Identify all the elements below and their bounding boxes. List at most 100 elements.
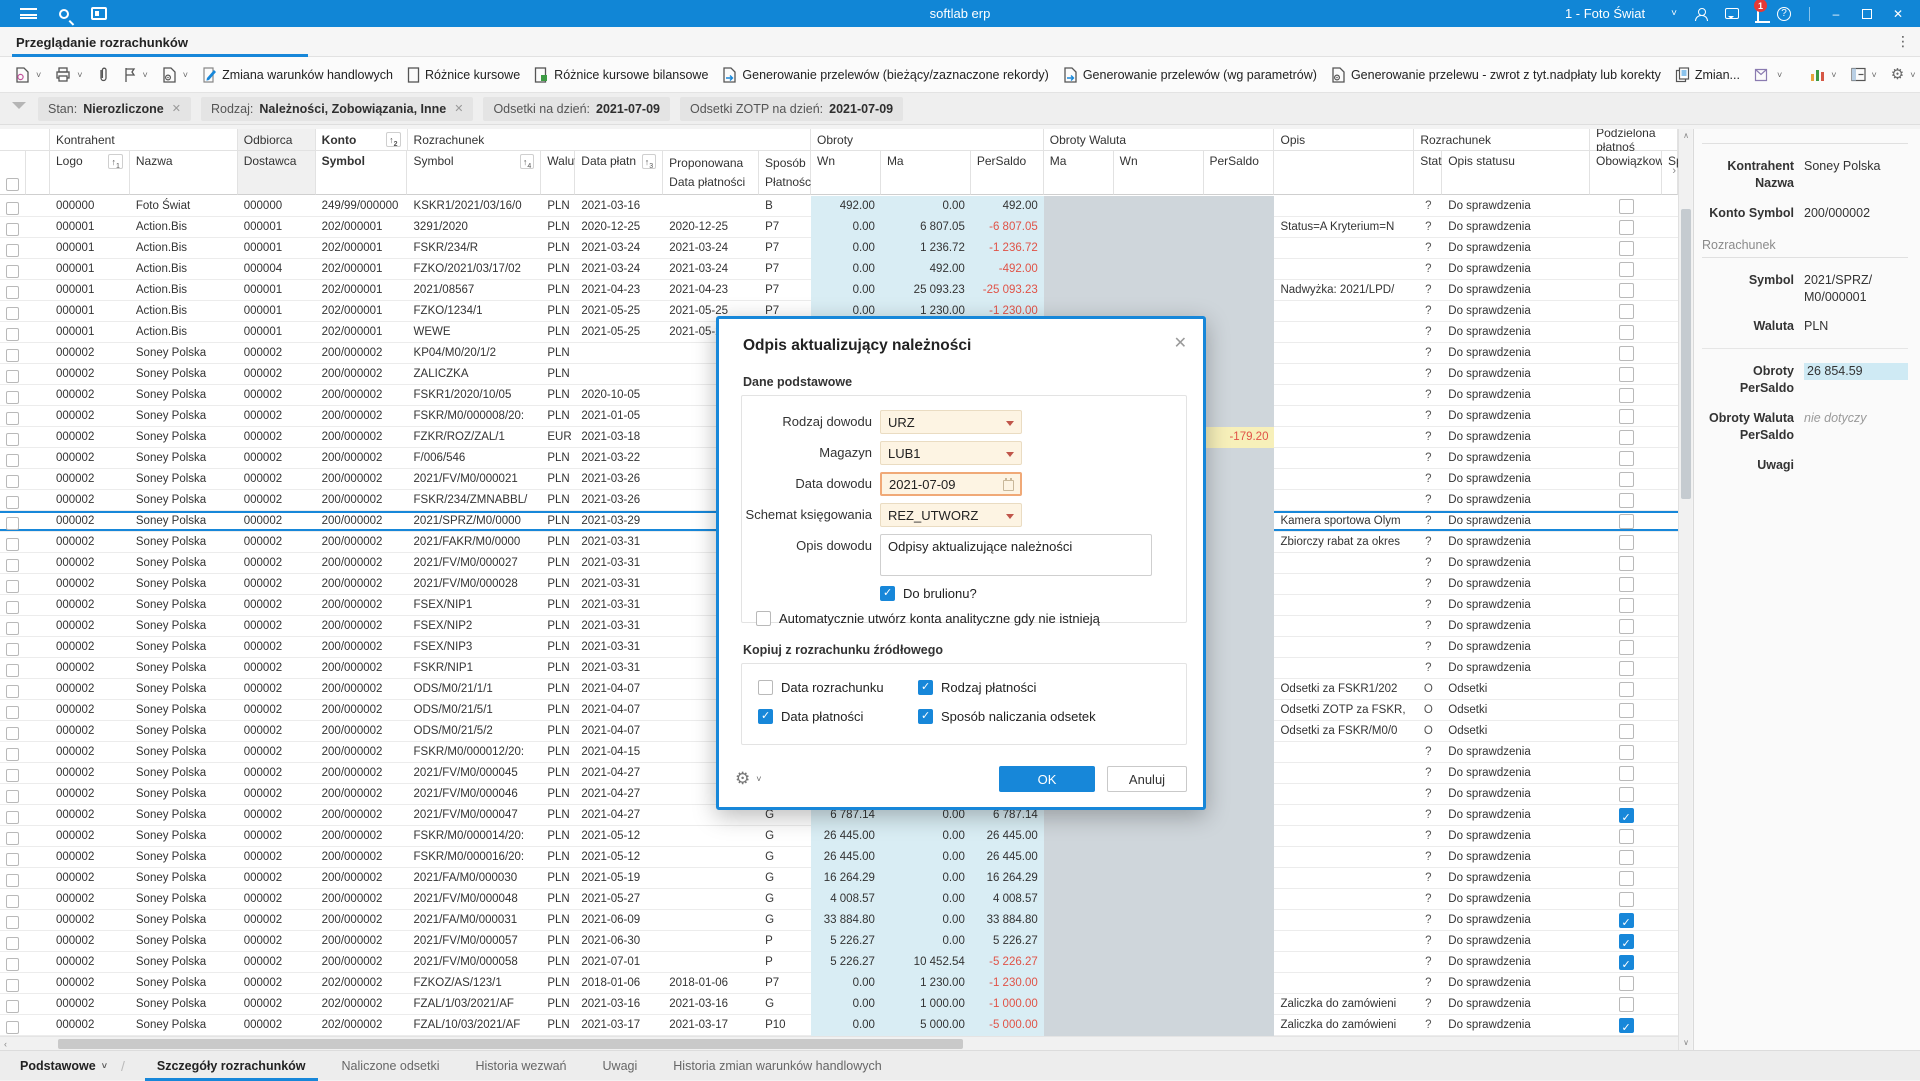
change-trade-terms-button[interactable]: Zmiana warunków handlowych — [197, 63, 398, 87]
context-selector[interactable]: 1 - Foto Świat ˅ — [1565, 6, 1677, 21]
gear-icon[interactable]: ⚙ — [735, 769, 751, 788]
split-payment-checkbox[interactable] — [1618, 576, 1634, 592]
column-header-opisstat[interactable]: Opis statusu — [1442, 151, 1590, 195]
column-header-sposob[interactable]: Sposób Płatności — [759, 151, 814, 195]
split-payment-checkbox[interactable] — [1618, 933, 1634, 952]
exchange-differences-button[interactable]: Różnice kursowe — [402, 63, 525, 87]
vertical-scrollbar-thumb[interactable] — [1681, 209, 1691, 499]
minimize-button[interactable]: – — [1832, 6, 1840, 21]
column-header-wn[interactable]: Wn — [811, 151, 881, 195]
checkbox-box[interactable] — [918, 680, 933, 695]
row-checkbox[interactable] — [6, 915, 19, 929]
column-header-stat[interactable]: Statu — [1414, 151, 1448, 195]
row-checkbox[interactable] — [6, 495, 19, 509]
table-row[interactable]: 000002 Soney Polska 000002 200/000002 2021/F… — [0, 909, 1678, 931]
column-header-ps[interactable]: PerSaldo — [970, 151, 1044, 195]
row-checkbox[interactable] — [6, 453, 19, 467]
split-payment-checkbox[interactable] — [1618, 1017, 1634, 1036]
column-header-nazwa[interactable]: Nazwa — [129, 151, 238, 195]
column-header-obow[interactable]: Obowiązkowa — [1589, 151, 1671, 195]
split-payment-checkbox[interactable] — [1618, 807, 1634, 826]
row-checkbox[interactable] — [6, 201, 19, 215]
row-checkbox[interactable] — [6, 957, 19, 971]
split-payment-checkbox[interactable] — [1618, 303, 1634, 319]
split-payment-checkbox[interactable] — [1618, 345, 1634, 361]
row-checkbox[interactable] — [6, 663, 19, 677]
split-payment-checkbox[interactable] — [1618, 366, 1634, 382]
table-row[interactable]: 000002 Soney Polska 000002 202/000002 FZKOZ/… — [0, 972, 1678, 994]
select-all-checkbox[interactable] — [6, 178, 19, 191]
user-icon[interactable] — [1695, 7, 1708, 21]
checkbox-data-rozrachunku[interactable]: Data rozrachunku — [758, 680, 918, 695]
row-checkbox[interactable] — [6, 243, 19, 257]
group-header-opis[interactable]: Opis — [1274, 129, 1415, 151]
table-row[interactable]: 000002 Soney Polska 000002 200/000002 2021/F… — [0, 951, 1678, 973]
help-icon[interactable]: ? — [1777, 6, 1791, 21]
more-columns-icon[interactable]: › — [1672, 165, 1676, 177]
restore-button[interactable] — [1862, 8, 1872, 19]
split-payment-checkbox[interactable] — [1618, 660, 1634, 676]
split-payment-checkbox[interactable] — [1618, 450, 1634, 466]
print-button[interactable]: ˅ — [50, 63, 87, 86]
split-payment-checkbox[interactable] — [1618, 786, 1634, 802]
group-header-obroty-waluta[interactable]: Obroty Waluta — [1043, 129, 1275, 151]
group-header-rozrachunek[interactable]: Rozrachunek — [407, 129, 812, 151]
dialog-select[interactable]: REZ_UTWORZ — [880, 503, 1022, 527]
close-button[interactable]: ✕ — [1892, 6, 1904, 21]
new-document-button[interactable]: ˅ — [10, 63, 46, 87]
column-header-ma[interactable]: Ma — [880, 151, 971, 195]
bottom-tab-historia-wezwań[interactable]: Historia wezwań — [458, 1051, 585, 1081]
row-checkbox[interactable] — [6, 873, 19, 887]
split-payment-checkbox[interactable] — [1618, 681, 1634, 697]
row-checkbox[interactable] — [6, 768, 19, 782]
group-header-podzielona-p-atno-[interactable]: Podzielona płatnoś — [1590, 129, 1678, 154]
dialog-close-icon[interactable]: ✕ — [1173, 335, 1187, 352]
row-checkbox[interactable] — [6, 516, 19, 530]
split-payment-checkbox[interactable] — [1618, 282, 1634, 298]
kebab-menu-icon[interactable]: ⋮ — [1896, 33, 1910, 49]
sort-indicator-3[interactable]: ↑3 — [641, 154, 657, 170]
row-checkbox[interactable] — [6, 789, 19, 803]
table-row[interactable]: 000002 Soney Polska 000002 202/000002 FZAL/1… — [0, 1014, 1678, 1036]
row-checkbox[interactable] — [6, 411, 19, 425]
row-checkbox[interactable] — [6, 348, 19, 362]
data-dowodu-input[interactable]: 2021-07-09 — [880, 472, 1022, 496]
column-header-wwn[interactable]: Wn — [1113, 151, 1204, 195]
column-header-opis[interactable] — [1274, 151, 1415, 195]
row-checkbox[interactable] — [6, 705, 19, 719]
split-payment-checkbox[interactable] — [1618, 702, 1634, 718]
opis-dowodu-textarea[interactable]: Odpisy aktualizujące należności — [880, 534, 1152, 576]
balance-exchange-differences-button[interactable]: Różnice kursowe bilansowe — [529, 63, 713, 87]
split-payment-checkbox[interactable] — [1618, 954, 1634, 973]
generate-transfers-current-button[interactable]: Generowanie przelewów (bieżący/zaznaczon… — [717, 63, 1053, 87]
tab-przegladanie-rozrachunkow[interactable]: Przeglądanie rozrachunków — [16, 35, 188, 50]
checkbox-box[interactable] — [880, 586, 895, 601]
split-payment-checkbox[interactable] — [1618, 996, 1634, 1012]
split-payment-checkbox[interactable] — [1618, 219, 1634, 235]
checkbox-sposób-naliczania-odsetek[interactable]: Sposób naliczania odsetek — [918, 709, 1096, 724]
export-document-button[interactable]: ˅ — [157, 63, 193, 87]
settings-button[interactable]: ⚙ ˅ — [1886, 63, 1920, 86]
column-header-data[interactable]: Data płatn ↑3 — [575, 151, 664, 195]
split-payment-checkbox[interactable] — [1618, 261, 1634, 277]
bottom-tab-szczegóły-rozrachunków[interactable]: Szczegóły rozrachunków — [139, 1051, 324, 1081]
split-payment-checkbox[interactable] — [1618, 828, 1634, 844]
horizontal-scrollbar[interactable]: ‹ — [0, 1036, 1678, 1050]
split-payment-checkbox[interactable] — [1618, 429, 1634, 445]
flag-button[interactable]: ˅ — [118, 63, 153, 87]
cancel-button[interactable]: Anuluj — [1107, 766, 1187, 792]
row-checkbox[interactable] — [6, 936, 19, 950]
table-row[interactable]: 000002 Soney Polska 000002 200/000002 FSKR/M… — [0, 825, 1678, 847]
column-header-dostawca[interactable]: Dostawca — [237, 151, 316, 195]
filter-chip-3[interactable]: Odsetki ZOTP na dzień: 2021-07-09 — [679, 96, 904, 121]
row-checkbox[interactable] — [6, 306, 19, 320]
table-row[interactable]: 000001 Action.Bis 000001 202/000001 FSKR/234… — [0, 237, 1678, 259]
row-checkbox[interactable] — [6, 600, 19, 614]
split-payment-checkbox[interactable] — [1618, 324, 1634, 340]
checkbox-data-płatności[interactable]: Data płatności — [758, 709, 918, 724]
column-header-symbol[interactable]: Symbol ↑4 — [407, 151, 542, 195]
column-header-konto[interactable]: Symbol — [315, 151, 408, 195]
split-payment-checkbox[interactable] — [1618, 639, 1634, 655]
row-checkbox[interactable] — [6, 369, 19, 383]
row-checkbox[interactable] — [6, 285, 19, 299]
